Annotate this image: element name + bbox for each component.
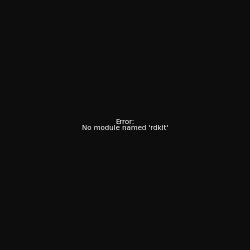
Text: Error:
No module named 'rdkit': Error: No module named 'rdkit' [82, 118, 168, 132]
